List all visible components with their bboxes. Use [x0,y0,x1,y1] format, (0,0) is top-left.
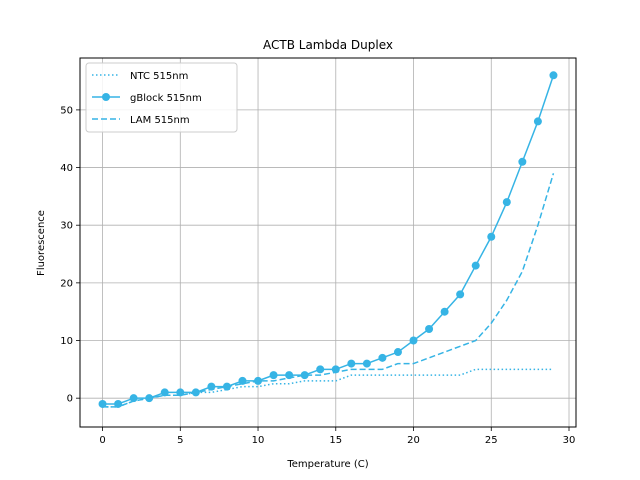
data-point [549,71,558,80]
data-point [129,394,138,403]
x-tick-label: 30 [563,435,576,446]
y-tick-label: 50 [60,105,73,116]
data-point [362,359,371,368]
grid [80,58,576,427]
data-point [316,365,325,374]
data-point [300,371,309,380]
data-point [347,359,356,368]
series-layer [98,71,558,408]
x-tick-label: 0 [99,435,105,446]
y-tick-label: 10 [60,336,73,347]
series-line-2 [102,173,555,408]
plot-frame [79,57,577,428]
y-axis-label: Fluorescence [36,210,47,276]
legend-label-lam: LAM 515nm [130,115,190,126]
data-point [440,307,449,316]
y-tick-label: 0 [67,394,73,405]
data-point [456,290,465,299]
legend-label-ntc: NTC 515nm [130,71,188,82]
x-tick-label: 10 [252,435,265,446]
data-point [502,198,511,207]
chart-title: ACTB Lambda Duplex [263,38,393,52]
data-point [533,117,542,126]
data-point [425,324,434,333]
data-point [518,157,527,166]
legend: NTC 515nm gBlock 515nm LAM 515nm [85,62,238,133]
data-point [160,388,169,397]
axis-ticks: 0 5 10 15 20 25 30 0 10 20 30 40 50 [60,105,575,446]
x-tick-label: 25 [485,435,498,446]
x-tick-label: 20 [407,435,420,446]
data-point [471,261,480,270]
data-point [269,371,278,380]
x-tick-label: 15 [329,435,342,446]
legend-marker-gblock [102,93,110,101]
data-point [114,399,123,408]
data-point [487,232,496,241]
data-point [409,336,418,345]
y-tick-label: 30 [60,221,73,232]
legend-box [85,62,238,133]
y-tick-label: 40 [60,163,73,174]
x-tick-label: 5 [177,435,183,446]
data-point [378,353,387,362]
data-point [98,399,107,408]
data-point [393,348,402,357]
y-tick-label: 20 [60,278,73,289]
legend-label-gblock: gBlock 515nm [130,93,202,104]
x-axis-label: Temperature (C) [286,459,368,470]
